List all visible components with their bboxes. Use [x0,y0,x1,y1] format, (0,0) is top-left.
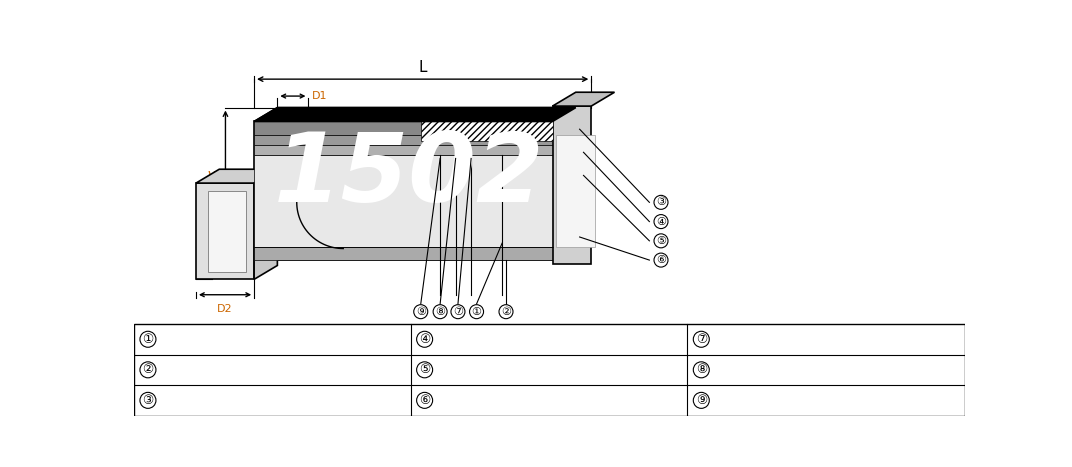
Text: Alumina Substrate: Alumina Substrate [162,333,301,346]
Bar [134,324,965,416]
Text: ⑨: ⑨ [416,307,426,317]
Text: ④: ④ [656,217,666,226]
Text: ⑦: ⑦ [453,307,463,317]
Text: ③: ③ [656,198,666,207]
Polygon shape [196,183,254,279]
Text: Barrier Layer: Barrier Layer [438,363,537,376]
Polygon shape [254,107,576,121]
Polygon shape [254,247,552,260]
Polygon shape [254,121,552,134]
Text: ①: ① [472,307,481,317]
Polygon shape [552,107,576,260]
Polygon shape [254,121,552,260]
Text: Bottom Electrode: Bottom Electrode [162,363,293,376]
Polygon shape [208,191,247,272]
Text: ⑦: ⑦ [696,333,706,346]
Text: Edge Electrode: Edge Electrode [438,333,552,346]
Polygon shape [196,169,278,183]
Text: External Electrode: External Electrode [438,394,577,407]
Text: Primary Overcoat: Primary Overcoat [715,363,847,376]
Text: ⑧: ⑧ [696,363,706,376]
Polygon shape [552,106,592,264]
Polygon shape [254,145,552,155]
Text: 1502: 1502 [273,129,545,222]
Text: ③: ③ [143,394,153,407]
Text: ⑥: ⑥ [419,394,430,407]
Text: D2: D2 [218,304,233,314]
Text: ④: ④ [419,333,430,346]
Polygon shape [254,134,552,145]
Polygon shape [555,134,595,247]
Text: ②: ② [501,307,511,317]
Text: ①: ① [143,333,153,346]
Text: ⑤: ⑤ [419,363,430,376]
Text: ②: ② [143,363,153,376]
Text: Top Electrode: Top Electrode [162,394,264,407]
Text: T: T [199,256,208,270]
Text: D1: D1 [312,91,328,101]
Text: ⑤: ⑤ [656,236,666,246]
Text: ⑥: ⑥ [656,255,666,265]
Polygon shape [254,107,576,121]
Text: Resistor Layer: Resistor Layer [715,333,823,346]
Text: ⑧: ⑧ [435,307,445,317]
Text: ⑨: ⑨ [696,394,706,407]
Polygon shape [254,169,278,279]
Text: W: W [208,170,222,184]
Polygon shape [254,155,552,247]
Polygon shape [420,121,552,141]
Text: L: L [418,60,427,75]
Polygon shape [552,92,614,106]
Text: Secondary Overcoat: Secondary Overcoat [715,394,866,407]
